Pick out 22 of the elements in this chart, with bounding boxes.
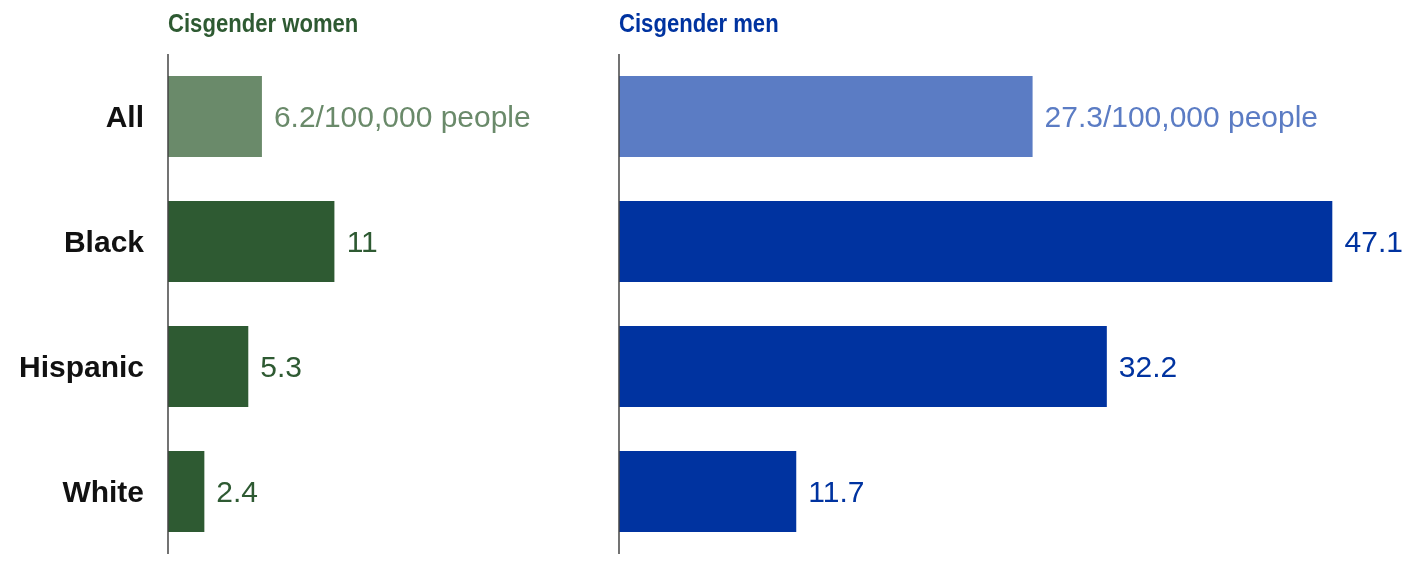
data-label: 27.3/100,000 people bbox=[1044, 100, 1318, 133]
y-tick-label: Black bbox=[63, 225, 145, 259]
data-label: 2.4 bbox=[216, 475, 259, 508]
y-tick-label: Hispanic bbox=[19, 350, 144, 384]
data-label: 47.1 bbox=[1344, 225, 1403, 258]
bar bbox=[168, 451, 205, 532]
y-tick-label: All bbox=[105, 100, 144, 134]
bar bbox=[168, 201, 335, 282]
data-label: 11 bbox=[346, 225, 378, 258]
bar bbox=[618, 76, 1033, 157]
y-tick-label: White bbox=[62, 475, 144, 509]
data-label: 6.2/100,000 people bbox=[273, 100, 531, 133]
chart-title: Cisgender women bbox=[168, 8, 359, 39]
data-label: 11.7 bbox=[807, 475, 865, 508]
data-label: 5.3 bbox=[260, 350, 302, 383]
bar bbox=[168, 76, 262, 157]
bar bbox=[618, 201, 1333, 282]
bar bbox=[618, 326, 1107, 407]
chart-title: Cisgender men bbox=[618, 8, 779, 39]
bar bbox=[168, 326, 249, 407]
bar bbox=[618, 451, 796, 532]
data-label: 32.2 bbox=[1118, 350, 1177, 383]
